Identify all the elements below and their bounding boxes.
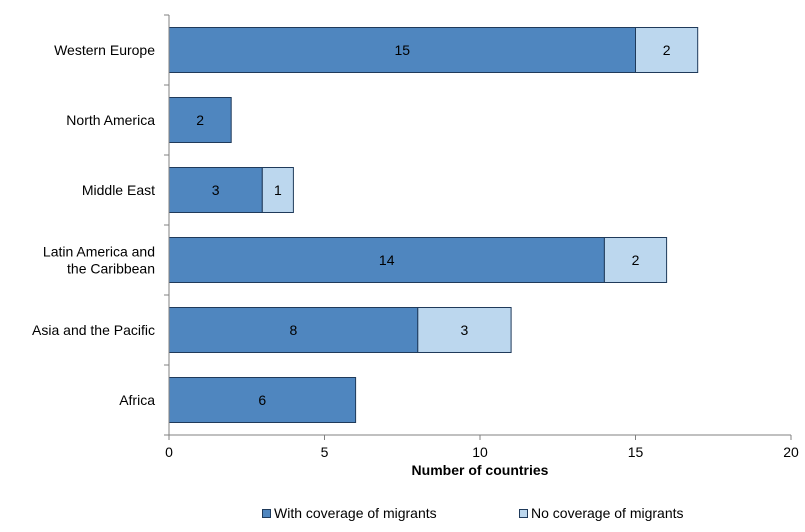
- bar-no-coverage-of-migrants-latin-america-and-the-caribbean: [603, 237, 668, 283]
- x-axis-title: Number of countries: [412, 462, 549, 478]
- y-tick-label-latin-america-and-the-caribbean: Latin America and the Caribbean: [43, 244, 155, 277]
- data-label-with-coverage-of-migrants-latin-america-and-the-caribbean: 14: [379, 252, 395, 268]
- data-label-with-coverage-of-migrants-middle-east: 3: [212, 182, 220, 198]
- x-tick-label-15: 15: [628, 444, 644, 460]
- y-tick-label-line: Asia and the Pacific: [32, 322, 155, 338]
- y-tick-label-western-europe: Western Europe: [54, 42, 155, 58]
- data-label-no-coverage-of-migrants-asia-and-the-pacific: 3: [461, 322, 469, 338]
- data-label-with-coverage-of-migrants-western-europe: 15: [394, 42, 410, 58]
- legend-label-with-coverage: With coverage of migrants: [274, 505, 437, 521]
- bar-with-coverage-of-migrants-africa: [168, 377, 357, 423]
- legend: With coverage of migrants No coverage of…: [0, 502, 805, 526]
- y-tick-label-africa: Africa: [119, 392, 155, 408]
- y-tick-label-middle-east: Middle East: [82, 182, 155, 198]
- y-tick-label-asia-and-the-pacific: Asia and the Pacific: [32, 322, 155, 338]
- bar-no-coverage-of-migrants-western-europe: [635, 27, 699, 73]
- bar-with-coverage-of-migrants-north-america: [168, 97, 232, 143]
- y-tick-label-line: Middle East: [82, 182, 155, 198]
- data-label-with-coverage-of-migrants-north-america: 2: [196, 112, 204, 128]
- data-label-with-coverage-of-migrants-africa: 6: [258, 392, 266, 408]
- bars-layer: [168, 27, 699, 423]
- y-tick-label-line: North America: [66, 112, 155, 128]
- data-label-no-coverage-of-migrants-middle-east: 1: [274, 182, 282, 198]
- data-label-with-coverage-of-migrants-asia-and-the-pacific: 8: [290, 322, 298, 338]
- legend-label-no-coverage: No coverage of migrants: [531, 505, 684, 521]
- data-label-no-coverage-of-migrants-latin-america-and-the-caribbean: 2: [632, 252, 640, 268]
- x-tick-label-10: 10: [472, 444, 488, 460]
- x-tick-label-0: 0: [165, 444, 173, 460]
- x-tick-label-20: 20: [783, 444, 799, 460]
- labels-layer: 15 2 Western Europe 2 North America 3 1 Middle …: [32, 42, 671, 408]
- y-tick-label-line: Latin America and: [43, 244, 155, 260]
- legend-item-with-coverage: With coverage of migrants: [262, 505, 437, 521]
- y-tick-label-line: the Caribbean: [67, 261, 155, 277]
- x-tick-label-5: 5: [321, 444, 329, 460]
- bar-with-coverage-of-migrants-latin-america-and-the-caribbean: [168, 237, 605, 283]
- legend-item-no-coverage: No coverage of migrants: [519, 505, 684, 521]
- y-tick-label-north-america: North America: [66, 112, 155, 128]
- bar-no-coverage-of-migrants-middle-east: [261, 167, 294, 213]
- legend-swatch-no-coverage: [519, 508, 528, 518]
- bar-no-coverage-of-migrants-asia-and-the-pacific: [417, 307, 512, 353]
- y-tick-label-line: Western Europe: [54, 42, 155, 58]
- data-label-no-coverage-of-migrants-western-europe: 2: [663, 42, 671, 58]
- bar-with-coverage-of-migrants-western-europe: [168, 27, 636, 73]
- y-tick-label-line: Africa: [119, 392, 155, 408]
- axis-layer: 0 5 10 15 20: [164, 14, 799, 460]
- legend-swatch-with-coverage: [262, 508, 271, 518]
